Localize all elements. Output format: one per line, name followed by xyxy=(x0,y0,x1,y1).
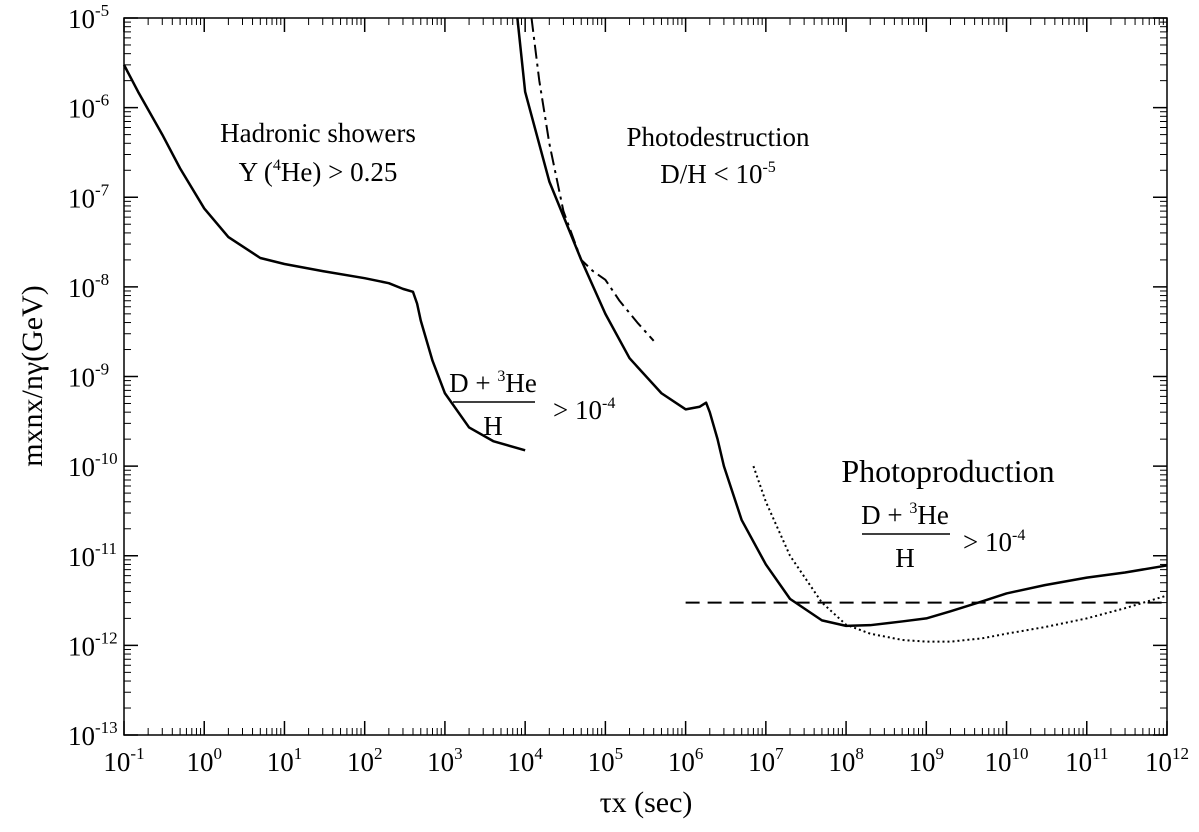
x-tick-labels: 10-1 100 101 102 103 104 105 106 107 108 109 1010 10… xyxy=(103,744,1189,777)
x-tick-label-base: 10 xyxy=(748,747,775,777)
x-tick-label: 1010 xyxy=(985,744,1029,777)
y-tick-label: 10-7 xyxy=(68,180,110,213)
x-tick-label-base: 10 xyxy=(507,747,534,777)
y-tick-label: 10-10 xyxy=(68,449,118,482)
x-tick-label-exponent: 7 xyxy=(775,744,784,763)
x-tick-label: 109 xyxy=(909,744,945,777)
y-tick-label-exponent: -8 xyxy=(95,270,109,289)
x-tick-label: 1012 xyxy=(1145,744,1189,777)
x-tick-label-exponent: 4 xyxy=(534,744,543,763)
series-layer xyxy=(122,17,1168,643)
x-tick-label: 104 xyxy=(507,744,543,777)
x-tick-label: 106 xyxy=(668,744,704,777)
hadronic-title: Hadronic showers xyxy=(220,118,416,148)
x-tick-label-base: 10 xyxy=(668,747,695,777)
series-line-2-solid xyxy=(516,17,1168,628)
series-line-1-solid xyxy=(122,64,526,452)
fraction2-denominator: H xyxy=(895,543,915,573)
x-tick-label: 102 xyxy=(347,744,383,777)
x-tick-label: 101 xyxy=(267,744,303,777)
x-tick-label-exponent: -1 xyxy=(130,744,144,763)
y-tick-label-base: 10 xyxy=(68,452,95,482)
x-tick-label-base: 10 xyxy=(588,747,615,777)
y-tick-label-base: 10 xyxy=(68,273,95,303)
x-tick-label-exponent: 10 xyxy=(1012,744,1029,763)
y-tick-label-base: 10 xyxy=(68,94,95,124)
photodestruction-title: Photodestruction xyxy=(627,122,810,152)
y-axis-title: mxnx/nγ(GeV) xyxy=(16,285,49,467)
fraction2-rhs: > 10-4 xyxy=(963,527,1025,557)
x-tick-label-exponent: 8 xyxy=(855,744,864,763)
y-tick-label: 10-13 xyxy=(68,718,118,751)
fraction1-denominator: H xyxy=(483,411,503,441)
x-tick-label-base: 10 xyxy=(909,747,936,777)
fraction1-numerator: D + 3He xyxy=(449,368,537,398)
y-tick-label-base: 10 xyxy=(68,4,95,34)
hadronic-condition: Y (4He) > 0.25 xyxy=(239,157,398,187)
y-tick-label-base: 10 xyxy=(68,542,95,572)
y-tick-label-exponent: -11 xyxy=(95,539,117,558)
x-tick-label-exponent: 11 xyxy=(1092,744,1108,763)
x-tick-label: 100 xyxy=(186,744,222,777)
y-tick-label-base: 10 xyxy=(68,363,95,393)
y-tick-label-base: 10 xyxy=(68,183,95,213)
x-axis-title: τx (sec) xyxy=(600,786,693,819)
y-tick-label-exponent: -7 xyxy=(95,180,110,199)
y-tick-label: 10-11 xyxy=(68,539,117,572)
x-tick-label-base: 10 xyxy=(427,747,454,777)
series-line-3-dash-dot xyxy=(530,17,655,342)
x-tick-label-base: 10 xyxy=(985,747,1012,777)
y-tick-label-exponent: -9 xyxy=(95,360,109,379)
y-tick-label-exponent: -5 xyxy=(95,1,109,20)
minor-ticks xyxy=(124,18,1167,735)
fraction1-rhs: > 10-4 xyxy=(553,395,615,425)
x-tick-label: 1011 xyxy=(1065,744,1108,777)
photoproduction-title: Photoproduction xyxy=(841,453,1054,489)
y-tick-label-exponent: -13 xyxy=(95,718,118,737)
x-tick-label-exponent: 0 xyxy=(213,744,222,763)
x-tick-label-base: 10 xyxy=(347,747,374,777)
y-tick-label-base: 10 xyxy=(68,721,95,751)
y-tick-label: 10-5 xyxy=(68,1,109,34)
plot-frame xyxy=(123,17,1168,736)
series-line-4-dotted xyxy=(752,465,1168,643)
x-tick-label: 103 xyxy=(427,744,463,777)
x-tick-label-base: 10 xyxy=(828,747,855,777)
x-tick-label-base: 10 xyxy=(1065,747,1092,777)
x-tick-label: 107 xyxy=(748,744,784,777)
fraction2-numerator: D + 3He xyxy=(861,500,949,530)
y-tick-label: 10-6 xyxy=(68,91,109,124)
y-tick-label-exponent: -10 xyxy=(95,449,118,468)
x-tick-label-base: 10 xyxy=(1145,747,1172,777)
x-tick-label-exponent: 6 xyxy=(695,744,704,763)
x-axis-title-text: τx (sec) xyxy=(600,786,693,819)
x-tick-label-exponent: 3 xyxy=(454,744,463,763)
x-tick-label-exponent: 5 xyxy=(615,744,624,763)
x-tick-label-exponent: 1 xyxy=(294,744,303,763)
y-tick-label: 10-12 xyxy=(68,628,118,661)
y-axis-title-text: mxnx/nγ(GeV) xyxy=(16,285,49,467)
x-tick-label-base: 10 xyxy=(103,747,130,777)
x-tick-label-base: 10 xyxy=(186,747,213,777)
y-tick-label-exponent: -6 xyxy=(95,91,109,110)
y-tick-label: 10-9 xyxy=(68,360,109,393)
photodestruction-condition: D/H < 10-5 xyxy=(660,159,776,189)
x-tick-label: 108 xyxy=(828,744,864,777)
x-tick-label-exponent: 9 xyxy=(936,744,945,763)
y-tick-label-base: 10 xyxy=(68,631,95,661)
x-tick-label: 105 xyxy=(588,744,624,777)
x-tick-label-exponent: 12 xyxy=(1172,744,1189,763)
x-tick-label-exponent: 2 xyxy=(374,744,383,763)
x-tick-label: 10-1 xyxy=(103,744,144,777)
y-tick-label-exponent: -12 xyxy=(95,628,118,647)
y-tick-label: 10-8 xyxy=(68,270,109,303)
x-tick-label-base: 10 xyxy=(267,747,294,777)
